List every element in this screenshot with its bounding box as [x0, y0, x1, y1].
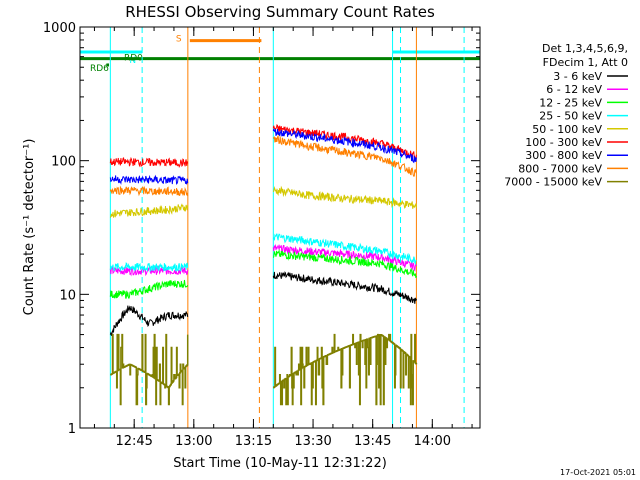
legend-header-detectors: Det 1,3,4,5,6,9, [542, 42, 628, 55]
flag-bars-layer: N S RD0 RD6 [80, 35, 480, 74]
x-tick-label-0: 12:45 [115, 434, 152, 449]
plot-frame [79, 26, 481, 429]
series-7-segment-1 [272, 134, 417, 177]
legend-label-3: 25 - 50 keV [539, 110, 602, 123]
series-5-segment-1 [272, 123, 417, 161]
x-tick-label-5: 14:00 [414, 434, 451, 449]
series-0-segment-1 [272, 271, 417, 304]
legend-label-6: 300 - 800 keV [525, 149, 602, 162]
flag-label-s: S [176, 35, 182, 45]
x-tick-label-1: 13:00 [175, 434, 212, 449]
series-6-segment-1 [272, 128, 417, 164]
series-3-segment-0 [109, 262, 189, 273]
y-axis-label: Count Rate (s⁻¹ detector⁻¹) [22, 139, 37, 316]
x-tick-label-3: 13:30 [294, 434, 331, 449]
legend-label-2: 12 - 25 keV [539, 96, 602, 109]
series-6-segment-0 [109, 174, 189, 186]
legend-label-4: 50 - 100 keV [532, 123, 602, 136]
y-tick-label-0: 1 [68, 422, 76, 437]
series-2-segment-0 [109, 279, 189, 300]
x-axis-label: Start Time (10-May-11 12:31:22) [173, 456, 387, 471]
legend-header-decimation: FDecim 1, Att 0 [543, 56, 628, 69]
series-8-segment-1 [273, 333, 418, 406]
series-3-segment-1 [272, 233, 417, 266]
footer-date: 17-Oct-2021 05:01 [560, 468, 636, 477]
series-0-segment-0 [109, 305, 189, 336]
y-tick-label-3: 1000 [43, 21, 76, 36]
series-5-segment-0 [109, 156, 189, 168]
legend-label-8: 7000 - 15000 keV [504, 176, 602, 189]
series-layer [109, 123, 418, 406]
series-4-segment-1 [272, 185, 417, 209]
series-8-segment-0 [110, 333, 189, 406]
flag-label-n: N [129, 56, 136, 66]
axes-layer: 1 10 100 1000 12:45 13:00 13:15 13:30 13:45 14:00 [43, 21, 481, 449]
legend-label-5: 100 - 300 keV [525, 136, 602, 149]
flag-label-rd0: RD0 [124, 54, 143, 64]
legend-label-1: 6 - 12 keV [546, 83, 602, 96]
y-tick-label-2: 100 [51, 155, 76, 170]
series-7-segment-0 [109, 185, 189, 197]
x-tick-label-4: 13:45 [354, 434, 391, 449]
series-4-segment-0 [109, 203, 189, 218]
flag-label-rd6: RD6 [90, 64, 109, 74]
series-1-segment-0 [109, 265, 189, 277]
legend-label-0: 3 - 6 keV [553, 70, 602, 83]
chart-title: RHESSI Observing Summary Count Rates [125, 3, 435, 21]
legend-label-7: 800 - 7000 keV [518, 162, 602, 175]
x-tick-label-2: 13:15 [235, 434, 272, 449]
series-1-segment-1 [272, 243, 417, 272]
series-2-segment-1 [272, 248, 417, 279]
y-tick-label-1: 10 [59, 288, 76, 303]
